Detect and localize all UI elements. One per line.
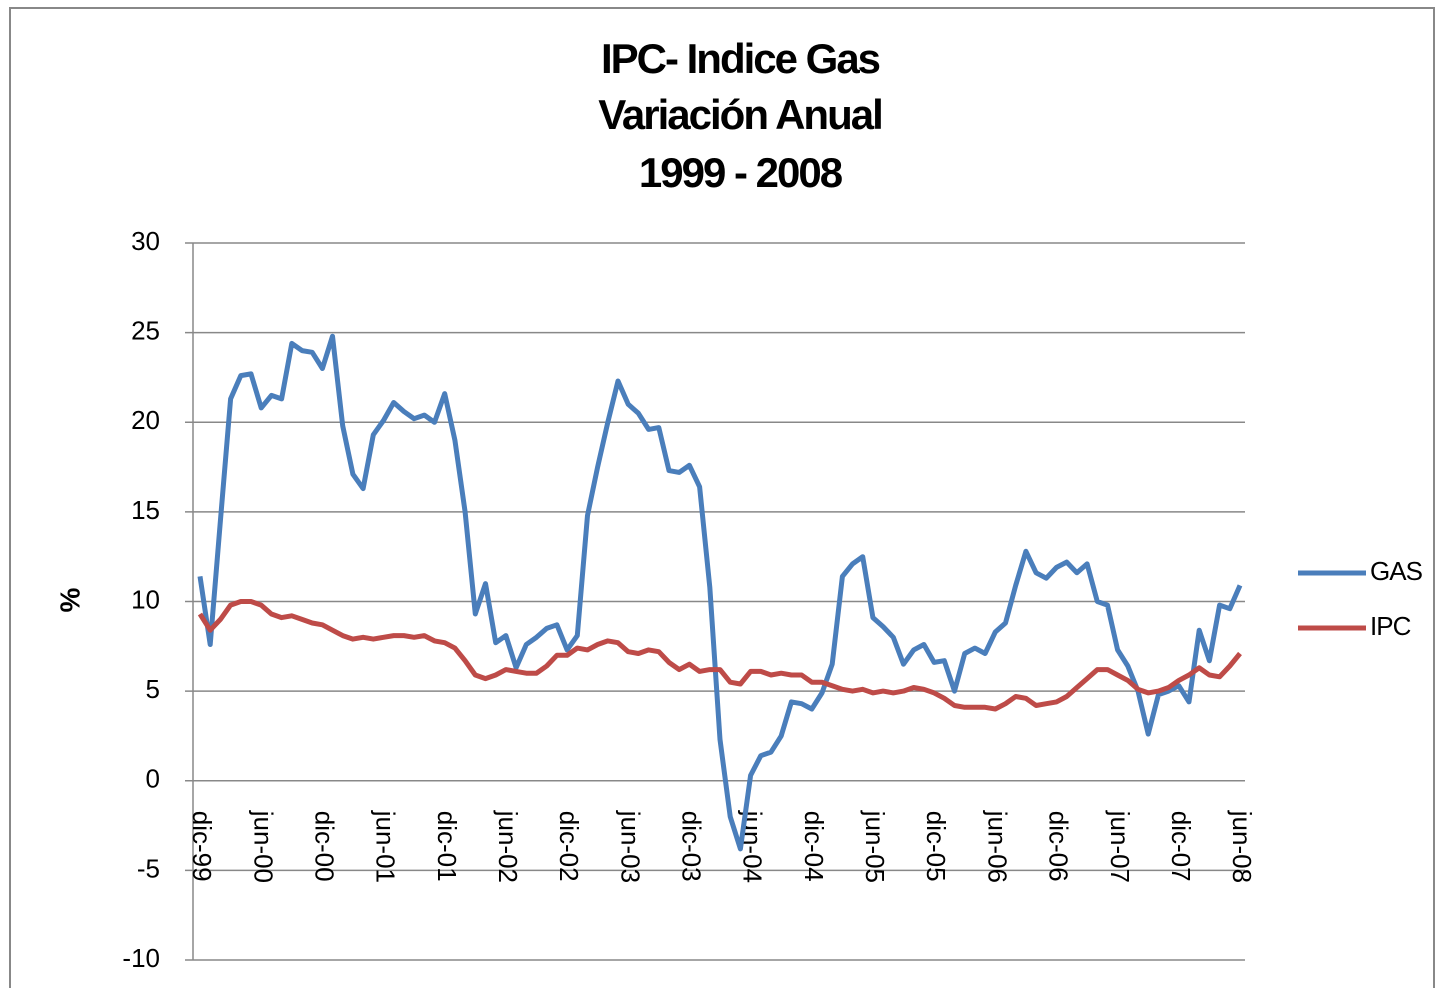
legend-label: GAS [1370,556,1423,586]
legend-label: IPC [1370,611,1411,641]
chart-title: IPC- Indice Gas [601,35,880,82]
x-tick-label: jun-07 [1105,810,1135,883]
y-tick-label: 0 [146,764,160,794]
y-axis-label: % [54,587,85,612]
x-tick-label: jun-05 [860,810,890,883]
chart-title: 1999 - 2008 [639,149,843,196]
chart-border [9,7,1435,988]
x-tick-label: dic-04 [799,811,829,882]
chart-title: Variación Anual [598,91,882,138]
y-tick-label: 20 [131,405,160,435]
x-tick-label: dic-03 [677,811,707,882]
y-tick-label: -10 [122,943,160,973]
x-tick-label: jun-00 [248,810,278,883]
y-tick-label: 30 [131,226,160,256]
y-tick-label: 25 [131,316,160,346]
y-tick-label: 10 [131,584,160,614]
x-tick-label: dic-07 [1166,811,1196,882]
x-tick-label: jun-02 [493,810,523,883]
y-tick-label: 5 [146,674,160,704]
y-tick-label: -5 [137,853,160,883]
x-tick-label: dic-02 [554,811,584,882]
x-tick-label: jun-03 [615,810,645,883]
x-tick-label: dic-05 [921,811,951,882]
x-tick-label: jun-01 [371,810,401,883]
x-tick-label: dic-00 [309,811,339,882]
y-tick-label: 15 [131,495,160,525]
x-tick-label: jun-06 [982,810,1012,883]
series-line [197,599,1242,712]
x-tick-label: dic-99 [187,811,217,882]
x-tick-label: dic-01 [432,811,462,882]
x-tick-label: dic-06 [1044,811,1074,882]
x-tick-label: jun-08 [1227,810,1257,883]
series-line [197,333,1243,852]
